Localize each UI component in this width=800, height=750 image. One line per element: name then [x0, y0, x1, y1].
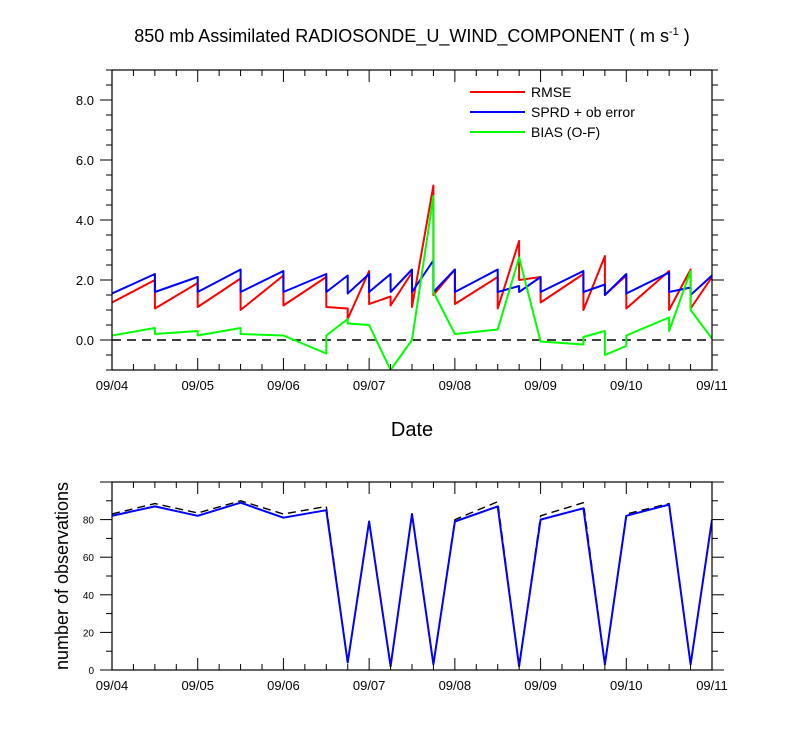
y-tick-label: 8.0 [76, 93, 94, 108]
y-tick-label: 6.0 [76, 153, 94, 168]
chart-title-main: 850 mb Assimilated RADIOSONDE_U_WIND_COM… [134, 26, 669, 47]
bottom-plot-frame [111, 481, 713, 671]
x-tick-label: 09/11 [696, 678, 728, 693]
series-sprd-ob-error [112, 259, 712, 296]
legend-label-sprd: SPRD + ob error [531, 104, 635, 120]
y-tick-label: 4.0 [76, 213, 94, 228]
x-tick-label: 09/09 [524, 678, 557, 693]
chart-title-end: ) [679, 26, 690, 46]
x-tick-label: 09/10 [610, 378, 643, 393]
x-tick-label: 09/08 [439, 678, 472, 693]
x-tick-label: 09/09 [524, 378, 557, 393]
y-axis-label: number of observations [52, 482, 72, 670]
x-tick-label: 09/05 [181, 378, 214, 393]
x-tick-label: 09/08 [439, 378, 472, 393]
y-tick-label: 40 [83, 591, 95, 602]
series-possible-observations [112, 500, 712, 667]
y-tick-label: 0.0 [76, 333, 94, 348]
series-rmse [112, 184, 712, 320]
x-tick-label: 09/10 [610, 678, 643, 693]
y-tick-label: 60 [83, 553, 95, 564]
x-tick-label: 09/04 [96, 378, 129, 393]
x-tick-label: 09/04 [96, 678, 129, 693]
series-assimilated-observations [112, 501, 712, 668]
legend: RMSE SPRD + ob error BIAS (O-F) [470, 84, 635, 140]
series-group [112, 500, 712, 668]
x-tick-label: 09/11 [696, 378, 728, 393]
x-tick-label: 09/05 [181, 678, 214, 693]
top-panel: 09/04 09/05 09/06 09/07 09/08 09/09 09/10 09/11… [76, 69, 728, 441]
series-group [112, 184, 712, 370]
x-tick-label: 09/07 [353, 678, 386, 693]
y-tick-label: 80 [83, 516, 95, 527]
x-axis-label: Date [391, 419, 433, 441]
legend-label-bias: BIAS (O-F) [531, 124, 600, 140]
series-bias-o-f [112, 195, 712, 370]
chart-title: 850 mb Assimilated RADIOSONDE_U_WIND_COM… [134, 26, 690, 47]
x-tick-label: 09/06 [267, 678, 300, 693]
bottom-panel: 09/04 09/05 09/06 09/07 09/08 09/09 09/10 09/11… [52, 481, 728, 693]
y-tick-label: 0 [88, 666, 94, 677]
y-tick-label: 20 [83, 628, 95, 639]
x-tick-label: 09/07 [353, 378, 386, 393]
y-tick-label: 2.0 [76, 273, 94, 288]
x-tick-label: 09/06 [267, 378, 300, 393]
chart-title-exponent: -1 [669, 26, 679, 38]
legend-label-rmse: RMSE [531, 84, 571, 100]
